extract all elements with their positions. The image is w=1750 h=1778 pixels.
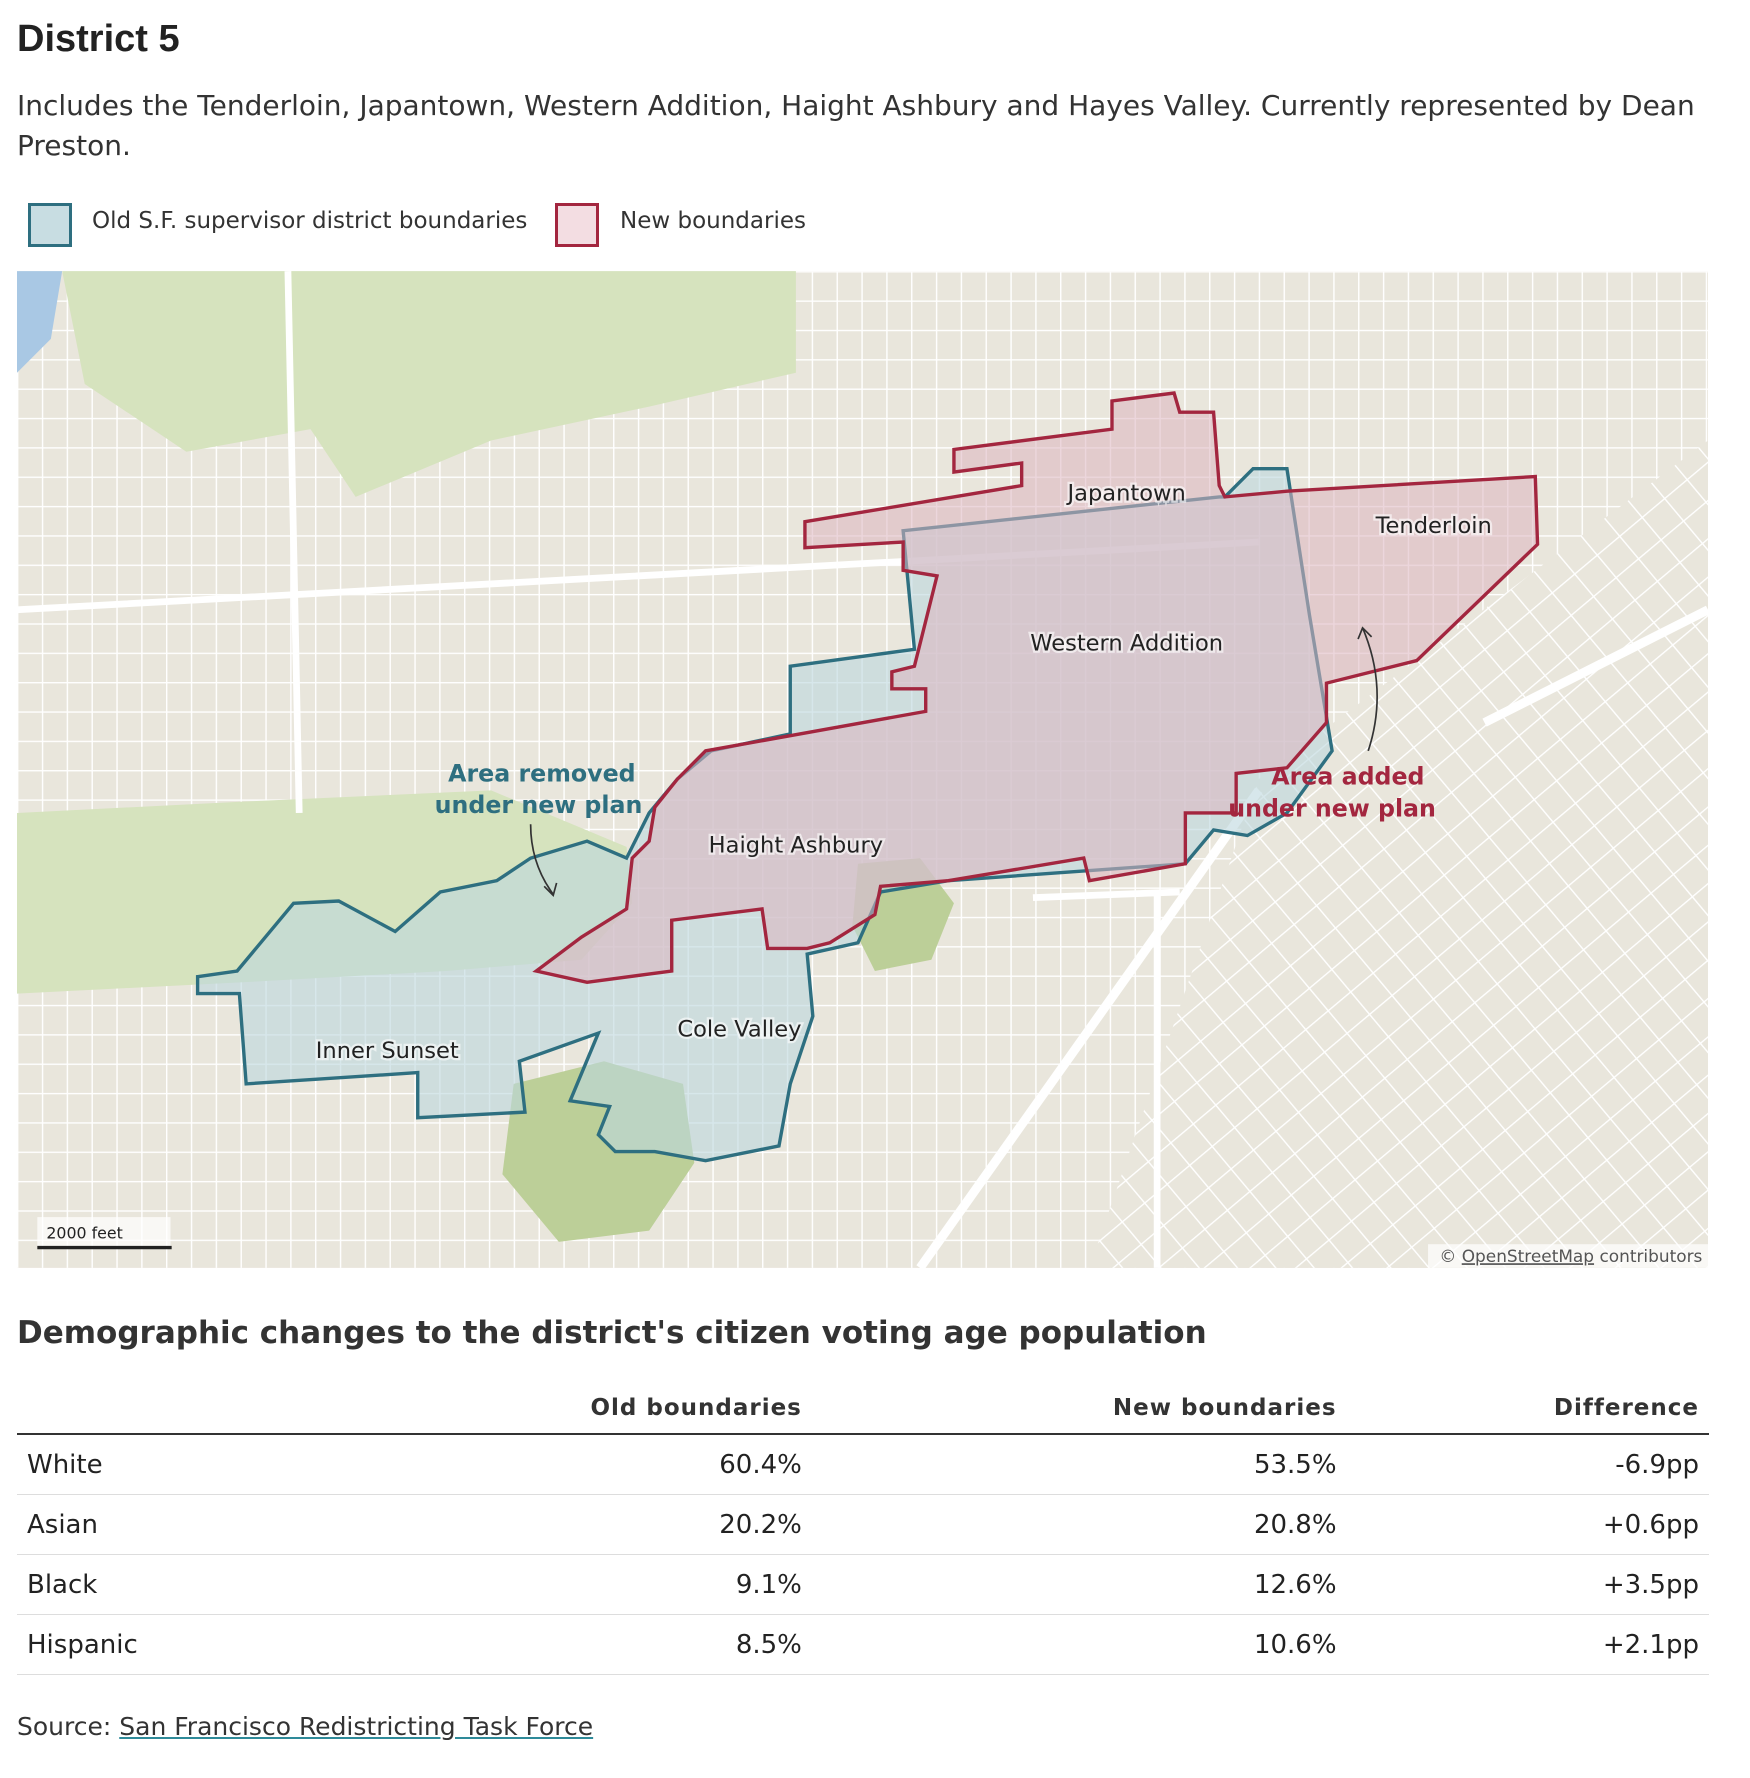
attribution: © OpenStreetMap contributors — [1439, 1246, 1702, 1266]
attribution-symbol: © — [1439, 1246, 1456, 1266]
annotation-removed-line1: Area removed — [448, 759, 635, 787]
column-header: Old boundaries — [303, 1385, 812, 1435]
arrow-added — [1361, 627, 1378, 752]
source: Source: San Francisco Redistricting Task… — [17, 1712, 593, 1741]
value-cell: 12.6% — [811, 1554, 1347, 1615]
header-cell — [17, 1385, 304, 1435]
source-link[interactable]: San Francisco Redistricting Task Force — [119, 1712, 594, 1741]
arterials — [17, 271, 1259, 1268]
presidio-park — [62, 271, 796, 497]
column-header: New boundaries — [811, 1385, 1347, 1435]
demographics-table: Old boundaries New boundaries Difference W… — [17, 1385, 1709, 1675]
value-cell: 60.4% — [303, 1434, 812, 1495]
value-cell: 9.1% — [303, 1554, 812, 1615]
place-label: Haight Ashbury — [709, 832, 883, 858]
value-cell: 8.5% — [303, 1614, 812, 1675]
header-row: Old boundaries New boundaries Difference — [17, 1385, 1709, 1435]
value-cell: 20.8% — [811, 1494, 1347, 1555]
group-cell: White — [17, 1434, 304, 1495]
bay — [17, 271, 63, 373]
attribution-link[interactable]: OpenStreetMap — [1462, 1246, 1594, 1266]
place-label: Inner Sunset — [316, 1038, 459, 1064]
place-label: Japantown — [1065, 480, 1185, 506]
place-label: Tenderloin — [1375, 513, 1492, 539]
annotation-added-line2: under new plan — [1228, 794, 1436, 822]
value-cell: +2.1pp — [1346, 1614, 1709, 1675]
value-cell: +3.5pp — [1346, 1554, 1709, 1615]
scale-label: 2000 feet — [46, 1224, 122, 1243]
value-cell: -6.9pp — [1346, 1434, 1709, 1495]
group-cell: Asian — [17, 1494, 304, 1555]
column-header: Difference — [1346, 1385, 1709, 1435]
arrowhead-removed — [543, 882, 558, 897]
legend-swatch-old — [28, 203, 72, 247]
legend-swatch-new — [555, 203, 599, 247]
annotation-removed-line2: under new plan — [435, 791, 643, 819]
legend-old: Old S.F. supervisor district boundaries — [92, 208, 528, 234]
place-label: Cole Valley — [677, 1016, 801, 1042]
table-row: Black 9.1% 12.6% +3.5pp — [17, 1554, 1709, 1615]
group-cell: Hispanic — [17, 1614, 304, 1675]
source-label: Source: — [17, 1712, 112, 1741]
table-row: Hispanic 8.5% 10.6% +2.1pp — [17, 1614, 1709, 1675]
title: District 5 — [17, 18, 180, 60]
value-cell: +0.6pp — [1346, 1494, 1709, 1555]
group-cell: Black — [17, 1554, 304, 1615]
place-label: Western Addition — [1030, 630, 1223, 656]
value-cell: 20.2% — [303, 1494, 812, 1555]
table-row: White 60.4% 53.5% -6.9pp — [17, 1434, 1709, 1495]
table-title: Demographic changes to the district's ci… — [17, 1315, 1207, 1351]
market-street — [916, 605, 1708, 1268]
attribution-box — [1428, 1244, 1708, 1268]
table-row: Asian 20.2% 20.8% +0.6pp — [17, 1494, 1709, 1555]
new-boundary — [532, 391, 1540, 985]
arrow-removed — [529, 824, 554, 895]
downtown-streets — [1089, 440, 1708, 1268]
arrowhead-added — [1357, 626, 1373, 640]
attribution-text: contributors — [1599, 1246, 1702, 1266]
map: Japantown Tenderloin Western Addition Haigh… — [17, 271, 1708, 1268]
scale-box — [37, 1217, 171, 1247]
legend-new: New boundaries — [620, 208, 806, 234]
value-cell: 10.6% — [811, 1614, 1347, 1675]
value-cell: 53.5% — [811, 1434, 1347, 1495]
annotation-added-line1: Area added — [1271, 763, 1424, 791]
description: Includes the Tenderloin, Japantown, West… — [17, 89, 1695, 162]
